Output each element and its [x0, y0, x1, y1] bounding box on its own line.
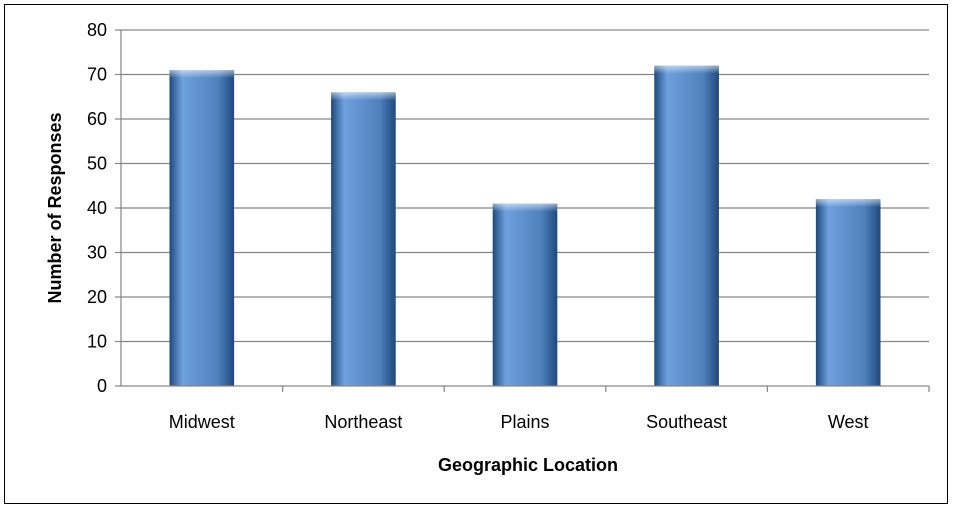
x-tick-label: Midwest: [169, 412, 235, 432]
bar-plains: [492, 203, 558, 386]
bar-highlight: [492, 203, 558, 212]
y-tick-label: 0: [97, 376, 107, 396]
bar-highlight: [169, 70, 235, 79]
bars: [169, 65, 881, 387]
bar-midwest: [169, 70, 235, 387]
y-tick-label: 80: [87, 20, 107, 40]
y-tick-label: 40: [87, 198, 107, 218]
bar-southeast: [654, 65, 719, 386]
y-tick-label: 60: [87, 109, 107, 129]
y-tick-label: 70: [87, 65, 107, 85]
y-axis-title: Number of Responses: [45, 112, 65, 303]
x-tick-label: Southeast: [646, 412, 727, 432]
bar-highlight: [331, 92, 396, 101]
x-tick-label: Plains: [500, 412, 549, 432]
x-tick-labels: Midwest Northeast Plains Southeast West: [169, 412, 869, 432]
y-tick-label: 30: [87, 243, 107, 263]
axes: [120, 30, 930, 392]
bar-west: [815, 199, 881, 386]
x-axis-title: Geographic Location: [438, 455, 618, 475]
bar-northeast: [331, 92, 396, 387]
y-tick-label: 20: [87, 287, 107, 307]
y-tick-labels: 0 10 20 30 40 50 60 70 80: [87, 20, 107, 396]
x-tick-label: Northeast: [324, 412, 402, 432]
bar-highlight: [654, 65, 719, 74]
y-tick-label: 50: [87, 154, 107, 174]
bar-highlight: [815, 199, 881, 208]
chart-frame: [4, 4, 948, 504]
x-tick-label: West: [828, 412, 869, 432]
y-tick-label: 10: [87, 332, 107, 352]
